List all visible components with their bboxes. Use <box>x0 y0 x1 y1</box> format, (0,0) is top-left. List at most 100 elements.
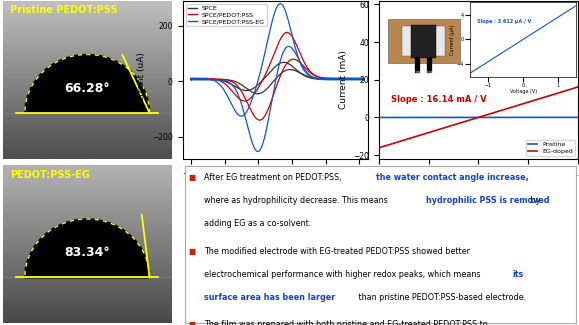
Bar <box>3 17 171 18</box>
Bar <box>3 32 171 34</box>
Bar <box>3 303 171 305</box>
Text: ■: ■ <box>189 173 196 182</box>
Bar <box>3 254 171 255</box>
Bar <box>3 219 171 221</box>
Bar <box>3 307 171 309</box>
Bar <box>3 81 171 83</box>
Pristine <box>574 115 579 119</box>
Bar <box>3 10 171 12</box>
Bar <box>3 300 171 301</box>
Bar <box>3 124 171 126</box>
Bar <box>3 86 171 88</box>
Bar <box>3 265 171 266</box>
Pristine <box>565 115 571 119</box>
Bar <box>3 282 171 284</box>
Bar <box>3 48 171 50</box>
Bar <box>3 274 171 276</box>
Bar <box>3 103 171 105</box>
Bar <box>3 143 171 145</box>
Text: The modified electrode with EG-treated PEDOT:PSS showed better: The modified electrode with EG-treated P… <box>204 247 470 256</box>
Bar <box>3 222 171 224</box>
Bar <box>3 26 171 28</box>
Bar <box>3 1 171 2</box>
Bar <box>3 296 171 298</box>
Bar <box>3 298 171 300</box>
Bar <box>3 178 171 179</box>
Bar <box>3 77 171 78</box>
Bar <box>3 75 171 77</box>
Bar <box>3 235 171 236</box>
Bar <box>3 227 171 228</box>
Bar <box>3 89 171 91</box>
X-axis label: Voltage (V): Voltage (V) <box>250 183 300 192</box>
Bar <box>3 138 171 140</box>
Bar <box>3 140 171 141</box>
Bar <box>3 292 171 293</box>
EG-doped <box>428 130 435 134</box>
Bar <box>3 134 171 135</box>
Bar <box>3 72 171 73</box>
Bar <box>3 39 171 40</box>
Bar <box>3 13 171 15</box>
Bar <box>3 305 171 306</box>
FancyBboxPatch shape <box>185 166 576 323</box>
Bar <box>3 43 171 45</box>
EG-doped <box>412 135 419 138</box>
Bar <box>3 56 171 58</box>
Bar <box>3 51 171 53</box>
EG-doped <box>558 90 565 94</box>
Bar <box>3 119 171 121</box>
Text: electrochemical performance with higher redox peaks, which means: electrochemical performance with higher … <box>204 269 483 279</box>
Bar <box>3 189 171 190</box>
Bar <box>3 102 171 103</box>
Bar <box>3 190 171 192</box>
Y-axis label: Current (uA): Current (uA) <box>137 52 146 108</box>
Bar <box>3 73 171 75</box>
Bar <box>3 150 171 151</box>
Bar <box>3 28 171 29</box>
Bar <box>3 194 171 195</box>
Bar <box>3 244 171 246</box>
Bar <box>3 260 171 262</box>
Bar <box>3 213 171 214</box>
Bar <box>3 230 171 232</box>
EG-doped <box>387 142 394 146</box>
Bar <box>3 152 171 154</box>
Bar <box>3 238 171 240</box>
Bar <box>3 113 171 114</box>
Text: ■: ■ <box>189 247 196 256</box>
Bar <box>3 266 171 268</box>
Text: Slope : 16.14 mA / V: Slope : 16.14 mA / V <box>391 95 486 104</box>
Pristine <box>428 115 435 119</box>
Text: by: by <box>529 196 541 205</box>
Bar <box>3 45 171 46</box>
Bar <box>3 271 171 273</box>
Bar <box>3 88 171 89</box>
Bar <box>3 118 171 119</box>
Bar <box>3 37 171 39</box>
Bar <box>3 67 171 69</box>
Bar <box>3 53 171 54</box>
Text: its: its <box>512 269 524 279</box>
Bar <box>3 29 171 31</box>
Bar <box>3 243 171 244</box>
Bar <box>3 23 171 24</box>
Bar <box>3 123 171 124</box>
Polygon shape <box>25 219 149 278</box>
Bar <box>3 320 171 322</box>
Bar <box>3 126 171 127</box>
Bar <box>3 276 171 278</box>
Bar <box>3 20 171 21</box>
Bar <box>3 290 171 292</box>
Bar <box>3 289 171 290</box>
Line: EG-doped: EG-doped <box>379 87 578 148</box>
Bar <box>3 236 171 238</box>
Bar <box>3 208 171 210</box>
Text: the water contact angle increase,: the water contact angle increase, <box>376 173 529 182</box>
Bar <box>3 105 171 107</box>
Bar <box>3 281 171 282</box>
Bar <box>3 130 171 132</box>
Bar <box>3 258 171 260</box>
Bar <box>3 301 171 303</box>
EG-doped <box>574 85 579 89</box>
